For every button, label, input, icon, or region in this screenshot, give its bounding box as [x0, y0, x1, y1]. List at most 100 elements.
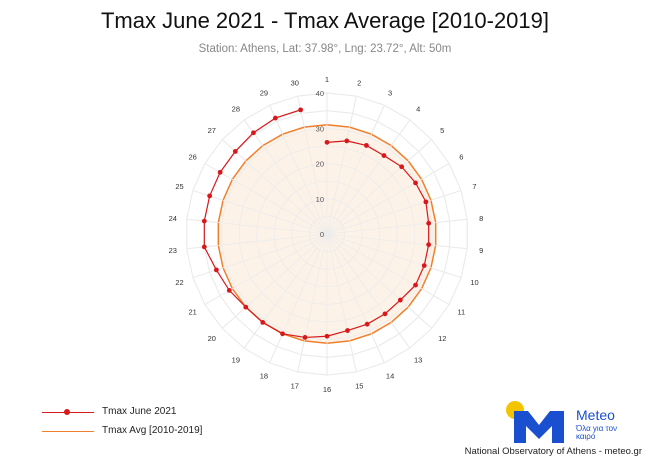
category-label: 19	[232, 355, 240, 364]
series-point-2021	[272, 115, 278, 121]
series-point-2021	[226, 288, 232, 293]
category-label: 8	[479, 214, 483, 223]
category-label: 27	[208, 126, 216, 135]
meteo-logo-mark	[506, 401, 564, 443]
grid-spoke-overlay	[326, 218, 468, 235]
series-point-2021	[399, 164, 405, 170]
series-point-2021	[426, 242, 432, 248]
series-point-2021	[382, 311, 388, 317]
series-point-2021	[426, 220, 432, 226]
category-label: 12	[438, 334, 446, 343]
series-point-2021	[421, 263, 427, 268]
legend-line-series-2	[42, 431, 94, 432]
radial-tick-label: 30	[316, 124, 324, 133]
grid-spoke-overlay	[204, 233, 328, 305]
grid-spoke-overlay	[326, 233, 462, 278]
grid-spoke-overlay	[326, 233, 468, 250]
logo-brand-text: Meteo	[576, 407, 615, 423]
chart-subtitle: Station: Athens, Lat: 37.98°, Lng: 23.72…	[198, 43, 452, 55]
category-label: 5	[440, 126, 444, 135]
grid-spoke-overlay	[326, 95, 357, 235]
footer-credit: National Observatory of Athens - meteo.g…	[464, 446, 642, 457]
series-point-2021	[243, 304, 249, 310]
series-point-2021	[324, 333, 330, 339]
legend-label-series-2: Tmax Avg [2010-2019]	[102, 425, 203, 436]
grid-spoke-overlay	[186, 233, 328, 250]
category-label: 26	[189, 152, 197, 161]
series-point-2021	[280, 331, 285, 337]
grid-spoke-overlay	[186, 218, 328, 235]
category-label: 22	[175, 278, 183, 287]
legend-marker-series-1	[64, 409, 70, 415]
grid-spoke-overlay	[326, 163, 450, 235]
axis-labels: 1 234567891011121314151617181920212223242…	[169, 75, 484, 394]
series-point-2021	[201, 218, 207, 224]
category-label: 29	[260, 88, 268, 97]
series-point-2021	[344, 138, 350, 144]
grid-spoke-overlay	[243, 119, 328, 235]
category-label: 7	[472, 182, 476, 191]
series-point-2021	[260, 320, 266, 325]
category-label: 17	[291, 382, 299, 391]
category-label: 25	[175, 182, 183, 191]
series-point-2021	[364, 321, 370, 327]
series-point-2021	[423, 199, 429, 205]
meteo-logo: Meteo Όλα για τον καιρό	[504, 399, 624, 445]
category-label: 1	[325, 75, 329, 84]
chart-title: Tmax June 2021 - Tmax Average [2010-2019…	[100, 8, 549, 33]
series-point-2021	[364, 143, 369, 148]
grid-spoke-overlay	[326, 233, 433, 329]
logo-m-icon	[514, 411, 564, 443]
series-point-2021	[213, 267, 219, 273]
category-label: 9	[479, 246, 483, 255]
grid-spoke-overlay	[326, 105, 385, 235]
series-line-2021	[203, 109, 430, 339]
series-point-2021	[302, 335, 308, 340]
grid-spoke-overlay	[326, 139, 433, 235]
grid-spoke-overlay	[326, 233, 357, 373]
category-label: 28	[232, 105, 240, 114]
legend-label-series-1: Tmax June 2021	[102, 406, 177, 417]
series-point-2021	[345, 328, 350, 333]
series-point-2021	[324, 139, 330, 145]
category-label: 2	[357, 78, 361, 87]
grid-spoke-overlay	[269, 105, 328, 235]
grid-spoke-overlay	[297, 233, 328, 373]
category-label: 10	[470, 278, 478, 287]
category-label: 24	[169, 214, 177, 223]
category-label: 11	[457, 308, 465, 317]
category-label: 20	[208, 334, 216, 343]
series-layer	[186, 92, 468, 376]
series-point-2021	[298, 107, 304, 113]
grid-spoke-overlay	[221, 139, 328, 235]
grid-spoke-overlay	[297, 95, 328, 235]
series-point-2021	[397, 297, 403, 303]
series-point-2021	[413, 180, 418, 186]
grid-spoke-overlay	[221, 233, 328, 329]
radial-tick-label: 10	[316, 195, 324, 204]
grid-spoke-overlay	[326, 190, 462, 235]
category-label: 21	[189, 308, 197, 317]
grid-spoke-overlay	[192, 190, 328, 235]
grid-spoke-overlay	[204, 163, 328, 235]
series-point-2021	[381, 153, 387, 158]
radial-tick-label: 0	[320, 230, 324, 239]
category-label: 13	[414, 355, 422, 364]
series-point-2021	[251, 130, 256, 136]
grid-spoke-overlay	[326, 233, 450, 305]
category-label: 18	[260, 372, 268, 381]
series-point-2021	[201, 244, 207, 250]
category-label: 30	[291, 78, 299, 87]
grid-spoke-overlay	[326, 119, 411, 235]
category-label: 4	[416, 105, 420, 114]
logo-tagline: Όλα για τον καιρό	[576, 424, 618, 441]
series-point-2021	[232, 149, 238, 154]
grid-spoke-overlay	[243, 233, 328, 349]
radial-tick-label: 40	[316, 89, 324, 98]
category-label: 6	[459, 152, 463, 161]
category-label: 3	[388, 88, 392, 97]
category-label: 23	[169, 246, 177, 255]
category-label: 15	[355, 382, 363, 391]
grid-spoke-overlay	[326, 233, 385, 363]
